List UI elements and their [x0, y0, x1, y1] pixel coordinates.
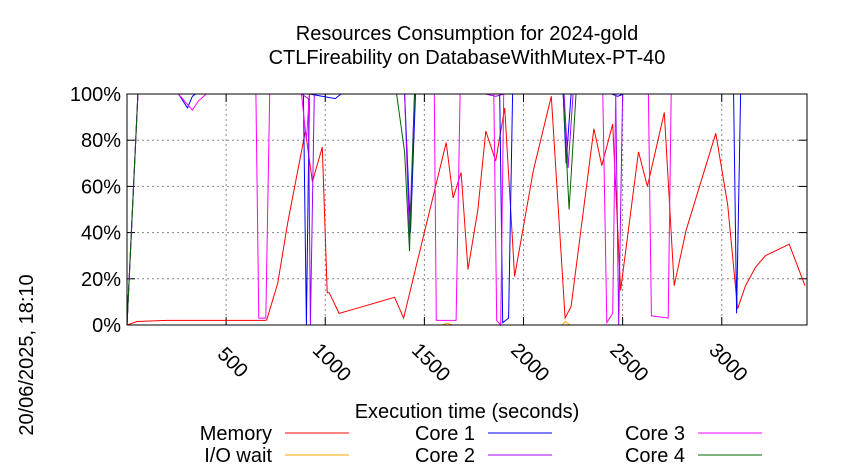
x-tick-label: 500: [213, 343, 252, 382]
timestamp-label: 20/06/2025, 18:10: [16, 274, 38, 435]
legend-label-memory: Memory: [200, 423, 272, 445]
legend-label-core-4: Core 4: [625, 445, 685, 467]
grid-lines: [127, 94, 807, 325]
x-tick-label: 3000: [704, 339, 751, 386]
series-line-memory: [126, 96, 806, 326]
axis-ticks: 0% 20% 40% 60% 80% 100% 500 1000 1500 2000 2500 300…: [70, 84, 807, 386]
x-tick-label: 1500: [407, 339, 454, 386]
legend-label-i-o-wait: I/O wait: [204, 445, 272, 467]
y-tick-label: 100%: [70, 84, 121, 106]
x-axis-label: Execution time (seconds): [355, 401, 580, 423]
legend-label-core-2: Core 2: [415, 445, 475, 467]
series-line-core-2: [126, 93, 807, 326]
y-tick-label: 0%: [92, 315, 121, 337]
y-tick-label: 40%: [81, 223, 121, 245]
x-tick-label: 1000: [308, 339, 355, 386]
x-tick-label: 2500: [605, 339, 652, 386]
plot-frame: [126, 93, 808, 326]
chart-title-line-1: Resources Consumption for 2024-gold: [296, 23, 638, 45]
series-line-core-3: [126, 93, 807, 327]
legend-label-core-1: Core 1: [415, 423, 475, 445]
y-tick-label: 60%: [81, 176, 121, 198]
legend-label-core-3: Core 3: [625, 423, 685, 445]
series-line-core-1: [126, 93, 807, 326]
x-tick-label: 2000: [506, 339, 553, 386]
series-line-i-o-wait: [127, 320, 807, 326]
series-line-core-4: [126, 93, 807, 326]
series-lines: [126, 93, 807, 327]
chart-title-line-2: CTLFireability on DatabaseWithMutex-PT-4…: [269, 47, 666, 69]
y-tick-label: 20%: [81, 269, 121, 291]
y-tick-label: 80%: [81, 130, 121, 152]
